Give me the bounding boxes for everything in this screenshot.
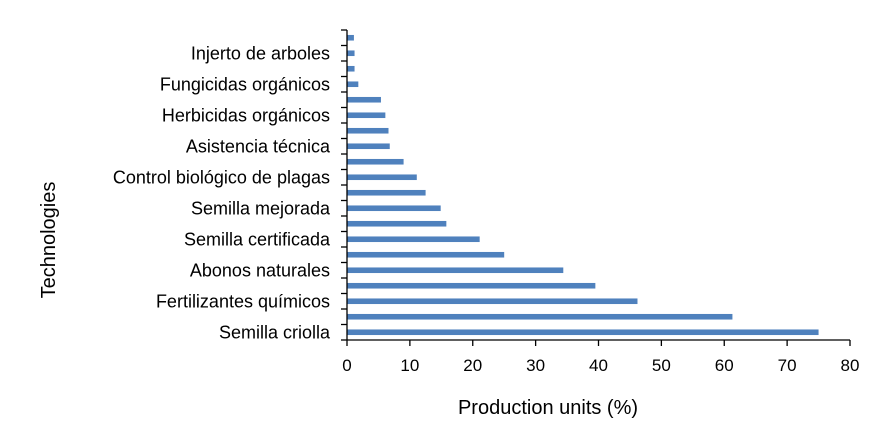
x-tick-label: 0 bbox=[342, 356, 351, 375]
x-axis-ticks bbox=[346, 340, 851, 346]
bar-5 bbox=[347, 251, 505, 258]
bar-18 bbox=[347, 50, 355, 57]
bar-10 bbox=[347, 174, 417, 181]
x-tick-label: 70 bbox=[778, 356, 797, 375]
bar-16 bbox=[347, 81, 359, 88]
category-label: Injerto de arboles bbox=[191, 43, 330, 63]
bar-4 bbox=[347, 267, 564, 274]
bar-2 bbox=[347, 298, 638, 305]
x-tick-label: 50 bbox=[652, 356, 671, 375]
bar-12 bbox=[347, 143, 390, 150]
category-labels: Semilla criolla Fertilizantes químicos Abo… bbox=[113, 43, 331, 342]
y-axis-ticks bbox=[341, 29, 347, 341]
bar-1 bbox=[347, 313, 733, 320]
category-label: Abonos naturales bbox=[190, 260, 330, 280]
bar-15 bbox=[347, 96, 381, 103]
x-tick-label: 30 bbox=[526, 356, 545, 375]
x-tick-label: 60 bbox=[715, 356, 734, 375]
bar-9 bbox=[347, 189, 426, 196]
x-tick-label: 40 bbox=[589, 356, 608, 375]
bar-3 bbox=[347, 282, 596, 289]
x-tick-label: 10 bbox=[400, 356, 419, 375]
bar-19 bbox=[347, 34, 354, 41]
x-axis-title: Production units (%) bbox=[458, 397, 638, 419]
x-tick-label: 20 bbox=[463, 356, 482, 375]
bar-0 bbox=[347, 329, 819, 336]
bar-7 bbox=[347, 220, 447, 227]
category-label: Semilla mejorada bbox=[191, 198, 331, 218]
category-label: Fertilizantes químicos bbox=[156, 291, 330, 311]
category-label: Asistencia técnica bbox=[186, 136, 331, 156]
category-label: Semilla criolla bbox=[219, 322, 331, 342]
bar-13 bbox=[347, 127, 389, 134]
category-label: Fungicidas orgánicos bbox=[160, 74, 330, 94]
y-axis-title: Technologies bbox=[38, 182, 60, 299]
axes bbox=[346, 30, 850, 341]
bar-17 bbox=[347, 65, 355, 72]
bar-11 bbox=[347, 158, 404, 165]
bar-series bbox=[347, 34, 819, 336]
bar-6 bbox=[347, 236, 480, 243]
category-label: Semilla certificada bbox=[184, 229, 331, 249]
x-tick-label: 80 bbox=[841, 356, 860, 375]
category-label: Control biológico de plagas bbox=[113, 167, 330, 187]
x-tick-labels: 0 10 20 30 40 50 60 70 80 bbox=[342, 356, 859, 375]
category-label: Herbicidas orgánicos bbox=[162, 105, 330, 125]
bar-14 bbox=[347, 112, 386, 119]
bar-8 bbox=[347, 205, 441, 212]
